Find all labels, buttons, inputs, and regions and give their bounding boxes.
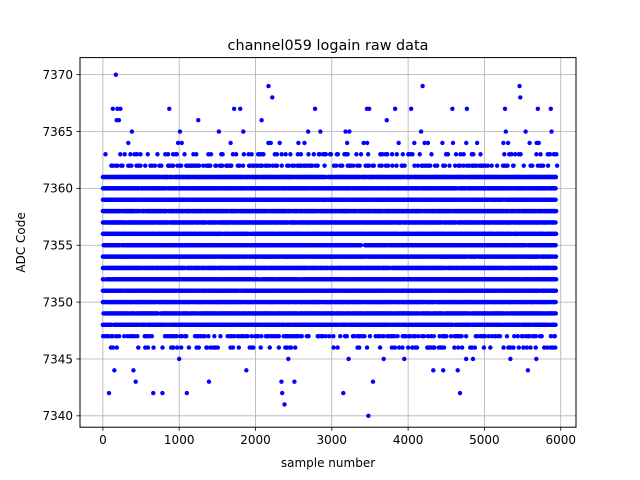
data-point — [553, 322, 558, 328]
plot-area — [80, 57, 576, 428]
data-point — [553, 277, 559, 282]
data-point — [553, 299, 558, 305]
data-point — [358, 243, 364, 248]
data-points — [100, 72, 560, 419]
data-point — [553, 288, 559, 293]
data-point — [553, 243, 558, 248]
data-point — [553, 311, 558, 316]
data-point — [553, 265, 558, 271]
data-point — [553, 254, 559, 259]
